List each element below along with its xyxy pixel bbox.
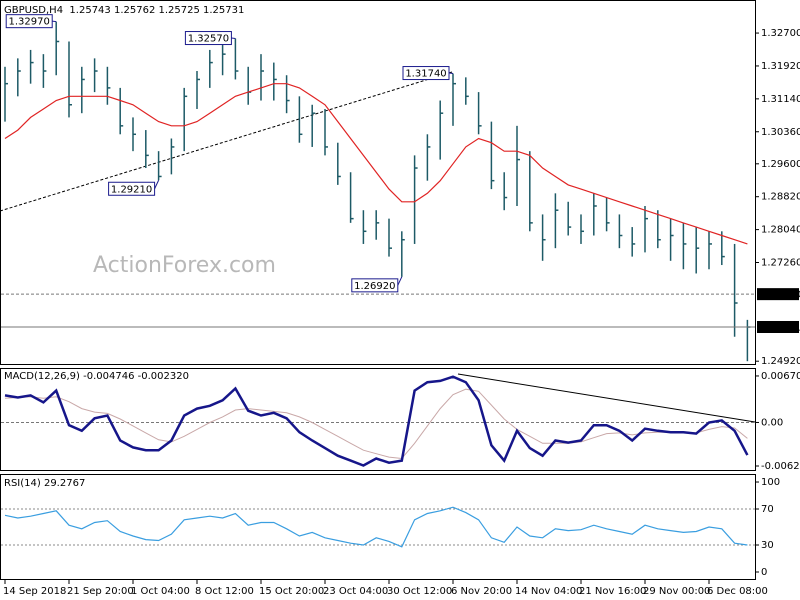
price-title: GBPUSD,H4 1.25743 1.25762 1.25725 1.2573… [4,5,244,16]
level-label: 1.26510 [760,290,800,301]
y-tick-label: 0 [761,567,767,578]
rsi-title: RSI(14) 29.2767 [4,478,85,489]
x-tick-label: 6 Dec 08:00 [707,586,768,597]
price-annotation-pointer [397,276,403,286]
x-tick-label: 29 Nov 00:00 [643,586,710,597]
level-label: 1.25731 [760,322,800,333]
y-tick-label: 1.31920 [761,61,800,72]
macd-trend-line [457,373,756,423]
price-annotation-pointer [448,72,454,75]
price-annotation-label: 1.26920 [354,281,395,292]
x-tick-label: 30 Oct 12:00 [387,586,452,597]
price-annotation-pointer [154,180,160,189]
x-tick-label: 14 Nov 04:00 [515,586,582,597]
y-tick-label: 1.31140 [761,94,800,105]
watermark: ActionForex.com [93,253,276,278]
y-tick-label: -0.00628 [761,461,800,472]
macd-line [4,375,749,467]
price-annotation-pointer [231,37,236,40]
x-tick-label: 1 Oct 04:00 [131,586,190,597]
level-label-box [757,288,799,301]
y-tick-label: 0.006706 [761,371,800,382]
x-tick-label: 21 Sep 20:00 [67,586,134,597]
price-annotation-label: 1.29210 [111,184,152,195]
y-tick-label: 1.28820 [761,192,800,203]
x-tick-label: 21 Nov 16:00 [579,586,646,597]
price-annotation-label: 1.32570 [188,34,229,45]
x-tick-label: 23 Oct 04:00 [323,586,388,597]
price-panel [0,0,756,365]
macd-title: MACD(12,26,9) -0.004746 -0.002320 [4,371,189,382]
y-tick-label: 70 [761,504,774,515]
rsi-panel [0,474,756,580]
y-tick-label: 1.32700 [761,28,800,39]
y-tick-label: 30 [761,540,774,551]
signal-line [4,388,748,460]
price-annotation-pointer [52,20,57,23]
moving-average [4,83,748,245]
y-tick-label: 1.30360 [761,127,800,138]
trend-line [0,71,453,212]
x-tick-label: 6 Nov 20:00 [451,586,512,597]
y-tick-label: 100 [761,477,780,488]
x-tick-label: 14 Sep 2018 [3,586,66,597]
price-annotation-label: 1.31740 [405,69,446,80]
y-tick-label: 0.00 [761,417,783,428]
level-label-box [757,320,799,333]
y-tick-label: 1.27260 [761,258,800,269]
x-tick-label: 15 Oct 20:00 [259,586,324,597]
y-tick-label: 1.29600 [761,159,800,170]
x-tick-label: 8 Oct 12:00 [195,586,254,597]
y-tick-label: 1.24920 [761,356,800,367]
macd-panel [0,368,756,471]
rsi-line [4,506,748,548]
price-annotation-label: 1.32970 [9,17,50,28]
y-tick-label: 1.28040 [761,225,800,236]
